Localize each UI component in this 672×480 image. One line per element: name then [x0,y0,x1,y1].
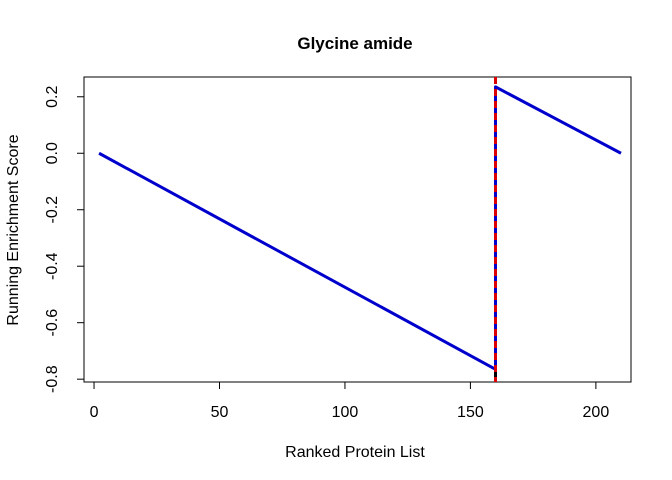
x-tick-label: 50 [211,404,229,421]
y-tick-label: 0.2 [44,86,61,108]
x-tick-label: 150 [457,404,484,421]
y-tick-label: -0.8 [44,365,61,393]
series-line [98,85,622,371]
x-axis: 0 50 100 150 200 [90,381,610,421]
y-axis-label: Running Enrichment Score [5,134,22,325]
y-tick-label: -0.4 [44,252,61,280]
x-tick-label: 200 [583,404,610,421]
series-group [98,85,622,371]
x-axis-label: Ranked Protein List [285,444,425,461]
y-tick-label: -0.6 [44,309,61,337]
chart-title: Glycine amide [297,34,412,53]
y-axis: -0.8 -0.6 -0.4 -0.2 0.0 0.2 [44,86,85,393]
y-tick-label: -0.2 [44,196,61,224]
x-tick-label: 100 [332,404,359,421]
y-tick-label: 0.0 [44,142,61,164]
x-tick-label: 0 [90,404,99,421]
plot-frame [83,76,632,383]
